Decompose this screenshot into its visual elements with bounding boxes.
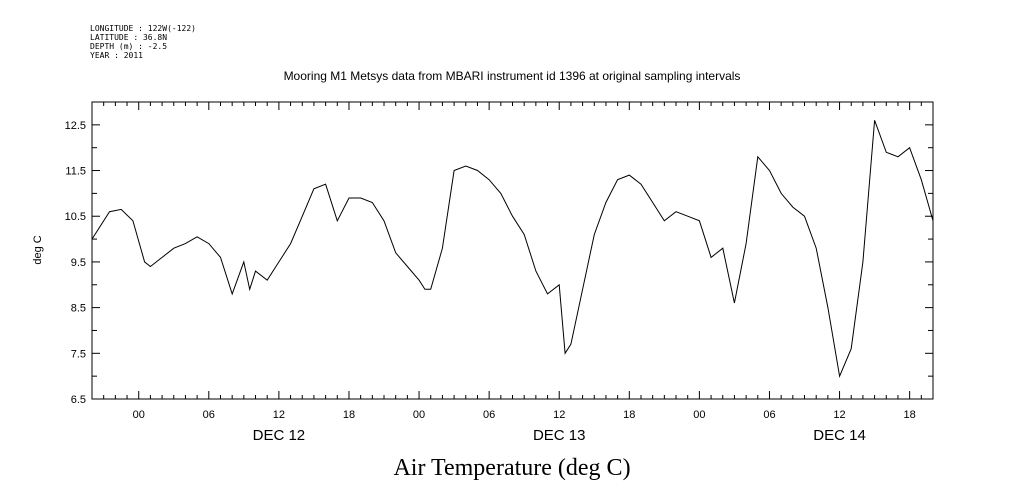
- y-tick-label: 7.5: [71, 348, 86, 360]
- x-hour-label: 00: [133, 409, 145, 421]
- x-hour-label: 18: [343, 409, 355, 421]
- x-hour-label: 06: [483, 409, 495, 421]
- x-date-label: DEC 13: [533, 427, 586, 444]
- x-date-label: DEC 12: [253, 427, 306, 444]
- series-line: [91, 120, 934, 378]
- y-axis: 6.5 7.5 8.5 9.5 10.5 11.5 12.5: [65, 120, 933, 406]
- x-hour-label: 12: [553, 409, 565, 421]
- x-hour-label: 12: [273, 409, 285, 421]
- longitude-label: LONGITUDE : 122W(-122): [90, 24, 196, 33]
- x-hour-label: 06: [763, 409, 775, 421]
- x-axis-title: Air Temperature (deg C): [393, 455, 630, 481]
- x-hour-label: 00: [693, 409, 705, 421]
- x-hour-label: 18: [623, 409, 635, 421]
- y-tick-label: 12.5: [65, 120, 86, 132]
- y-tick-label: 11.5: [65, 166, 86, 178]
- x-axis: 00 06 12 18 00 06 12 18 00 06 12 18 DEC 12 DEC 13 DEC …: [91, 102, 934, 444]
- year-label: YEAR : 2011: [90, 51, 143, 60]
- y-tick-label: 9.5: [71, 257, 86, 269]
- x-hour-label: 12: [833, 409, 845, 421]
- y-tick-label: 6.5: [71, 394, 86, 406]
- plot-frame: [91, 101, 934, 400]
- x-hour-label: 18: [904, 409, 916, 421]
- latitude-label: LATITUDE : 36.8N: [90, 33, 167, 42]
- depth-label: DEPTH (m) : -2.5: [90, 42, 167, 51]
- x-date-label: DEC 14: [813, 427, 866, 444]
- chart-title: Mooring M1 Metsys data from MBARI instru…: [284, 69, 741, 83]
- x-hour-label: 06: [203, 409, 215, 421]
- y-tick-label: 8.5: [71, 303, 86, 315]
- x-hour-label: 00: [413, 409, 425, 421]
- y-tick-label: 10.5: [65, 211, 86, 223]
- y-axis-label: deg C: [32, 235, 44, 264]
